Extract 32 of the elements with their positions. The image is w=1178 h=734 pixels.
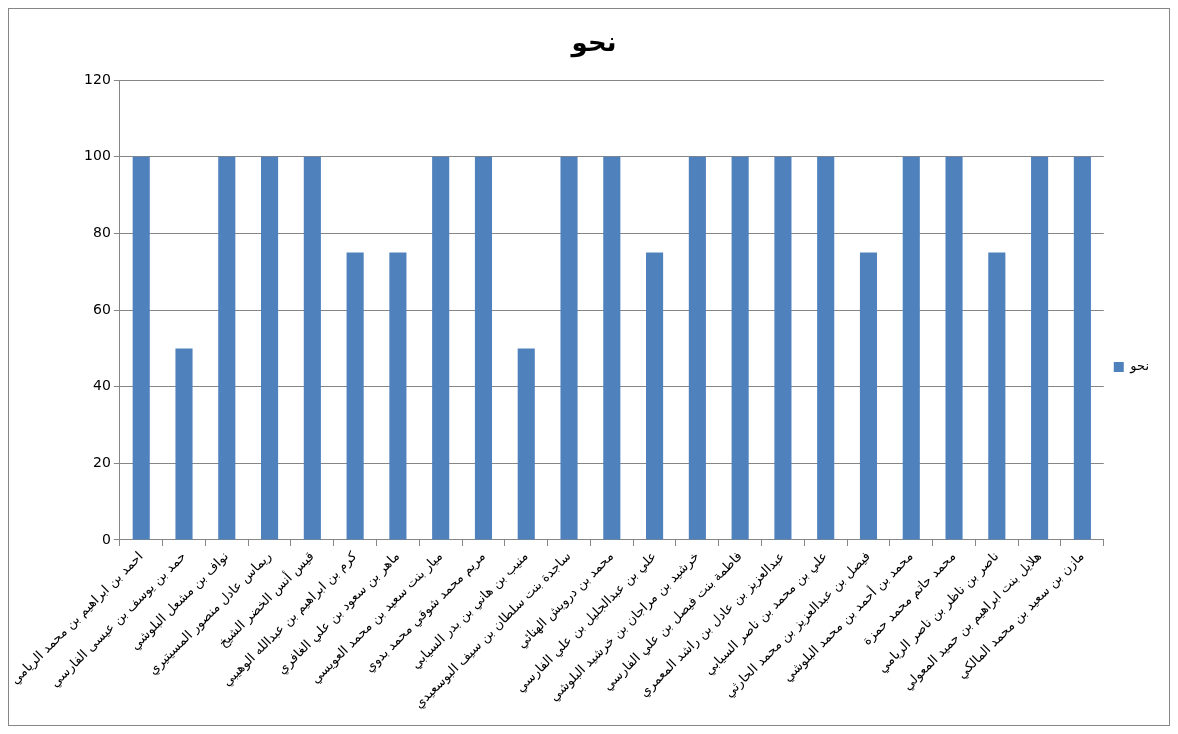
y-tick-label: 60 — [93, 300, 111, 317]
bar — [517, 348, 535, 540]
bar — [859, 252, 878, 540]
bar — [560, 156, 578, 540]
bar — [902, 156, 920, 540]
bar — [474, 156, 493, 540]
bar — [261, 156, 279, 540]
bar — [1031, 156, 1049, 540]
bar — [817, 156, 835, 540]
bar — [218, 156, 236, 540]
bar — [303, 156, 321, 540]
y-tick-label: 80 — [93, 224, 111, 241]
bar — [774, 156, 792, 540]
legend-label: نحو — [1129, 358, 1150, 375]
bar — [688, 156, 706, 540]
bar — [646, 252, 664, 540]
bar — [346, 252, 364, 540]
bar — [389, 252, 407, 540]
bar — [132, 156, 150, 540]
bar — [731, 156, 749, 540]
y-tick-label: 20 — [93, 453, 111, 470]
bar — [175, 348, 193, 540]
bar — [1073, 156, 1091, 540]
bar — [603, 156, 621, 540]
bar — [432, 156, 450, 540]
bar — [945, 156, 963, 540]
chart-title: نحو — [569, 27, 617, 59]
y-tick-label: 100 — [84, 147, 111, 164]
y-tick-label: 0 — [101, 530, 111, 547]
y-tick-label: 40 — [93, 377, 111, 394]
bar — [988, 252, 1006, 540]
y-tick-label: 120 — [84, 70, 111, 87]
